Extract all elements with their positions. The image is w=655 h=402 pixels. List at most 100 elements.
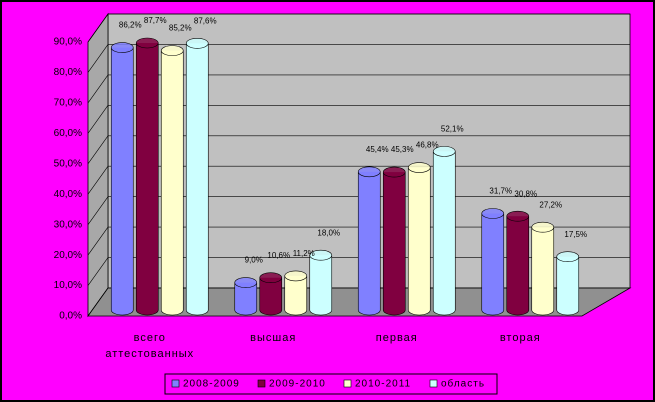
bar bbox=[407, 162, 431, 316]
bar bbox=[481, 208, 505, 316]
bar-top bbox=[284, 270, 308, 282]
y-tick-label: 80,0% bbox=[54, 67, 82, 78]
grid-line bbox=[87, 44, 109, 73]
legend-label: область bbox=[441, 378, 485, 390]
grid-line bbox=[87, 74, 109, 104]
value-label: 11,2% bbox=[293, 249, 315, 258]
y-tick-label: 30,0% bbox=[54, 219, 82, 230]
value-label: 30,8% bbox=[514, 189, 537, 198]
bar bbox=[135, 37, 159, 316]
legend-swatch bbox=[171, 379, 180, 388]
bar-top bbox=[506, 210, 530, 222]
bar bbox=[259, 272, 283, 316]
bar-top bbox=[407, 162, 431, 173]
bar-top bbox=[481, 208, 505, 219]
bar bbox=[110, 42, 134, 316]
bar-body bbox=[111, 47, 134, 311]
side-wall bbox=[87, 12, 109, 318]
value-label: 27,2% bbox=[539, 200, 562, 209]
grid-line bbox=[87, 226, 109, 256]
bar bbox=[382, 166, 406, 316]
bar-body bbox=[234, 282, 257, 310]
bar bbox=[284, 270, 308, 316]
value-label: 17,5% bbox=[564, 230, 587, 239]
legend-label: 2009-2010 bbox=[269, 379, 326, 390]
legend-swatch bbox=[429, 379, 438, 388]
bar-body bbox=[433, 151, 456, 310]
grid-line bbox=[87, 13, 109, 43]
bar bbox=[185, 38, 209, 316]
value-label: 86,2% bbox=[119, 21, 142, 30]
y-tick-label: 90,0% bbox=[54, 37, 82, 48]
bar-top bbox=[556, 251, 580, 263]
value-label: 87,6% bbox=[194, 16, 217, 25]
bar bbox=[556, 251, 580, 316]
bar-top bbox=[259, 272, 283, 284]
bar bbox=[234, 277, 258, 316]
bar-body bbox=[506, 216, 529, 310]
value-label: 85,2% bbox=[169, 24, 192, 33]
bar-body bbox=[136, 43, 159, 310]
bar-top bbox=[185, 38, 209, 49]
bar-top bbox=[531, 221, 555, 233]
y-tick-label: 0,0% bbox=[59, 311, 82, 322]
y-tick-label: 50,0% bbox=[54, 158, 82, 169]
x-tick-label: всего аттестованных bbox=[105, 332, 195, 360]
bar-body bbox=[383, 172, 406, 310]
bar bbox=[432, 146, 456, 316]
legend-label: 2010-2011 bbox=[355, 379, 411, 390]
bar-body bbox=[161, 50, 184, 310]
value-label: 46,8% bbox=[416, 141, 439, 150]
bar-top bbox=[309, 249, 333, 261]
x-tick-label: вторая bbox=[499, 332, 541, 344]
legend-box bbox=[164, 373, 498, 395]
bar-body bbox=[284, 275, 307, 310]
grid-line bbox=[87, 105, 109, 134]
bar-top bbox=[234, 277, 258, 288]
bar-body bbox=[556, 256, 579, 310]
grid-line bbox=[87, 287, 109, 317]
value-label: 9,0% bbox=[245, 256, 263, 265]
grid-line bbox=[87, 196, 109, 225]
bar-body bbox=[309, 255, 332, 310]
bar-top bbox=[160, 45, 184, 56]
bar-body bbox=[358, 171, 381, 310]
grid-line bbox=[87, 257, 109, 286]
bar-body bbox=[408, 167, 431, 310]
value-label: 45,4% bbox=[366, 145, 389, 154]
bar-body bbox=[531, 227, 554, 310]
bar bbox=[160, 45, 184, 316]
value-label: 31,7% bbox=[489, 187, 512, 196]
value-label: 10,6% bbox=[267, 251, 290, 260]
bar-body bbox=[481, 213, 504, 310]
bar-top bbox=[382, 166, 406, 178]
y-tick-label: 40,0% bbox=[54, 189, 82, 200]
y-tick-label: 70,0% bbox=[54, 98, 82, 109]
legend-swatch bbox=[257, 379, 266, 388]
legend-label: 2008-2009 bbox=[183, 379, 240, 390]
bar-body bbox=[259, 277, 282, 310]
y-tick-label: 10,0% bbox=[54, 280, 82, 291]
y-tick-label: 60,0% bbox=[54, 128, 82, 139]
x-tick-label: первая bbox=[375, 332, 418, 344]
bar bbox=[531, 221, 555, 316]
value-label: 18,0% bbox=[317, 228, 340, 237]
bar-body bbox=[186, 43, 209, 310]
bar-top bbox=[432, 146, 456, 157]
y-tick-label: 20,0% bbox=[54, 250, 82, 261]
grid-line bbox=[87, 166, 109, 195]
value-label: 87,7% bbox=[144, 16, 167, 25]
grid-line bbox=[87, 135, 109, 164]
value-label: 45,3% bbox=[391, 145, 414, 154]
bar bbox=[506, 210, 530, 316]
bar-top bbox=[357, 166, 381, 178]
legend-swatch bbox=[343, 379, 352, 388]
bar-top bbox=[110, 42, 134, 53]
bar bbox=[357, 166, 381, 316]
bar bbox=[309, 249, 333, 316]
x-tick-label: высшая bbox=[250, 332, 297, 344]
value-label: 52,1% bbox=[441, 124, 464, 133]
bar-top bbox=[135, 37, 159, 49]
